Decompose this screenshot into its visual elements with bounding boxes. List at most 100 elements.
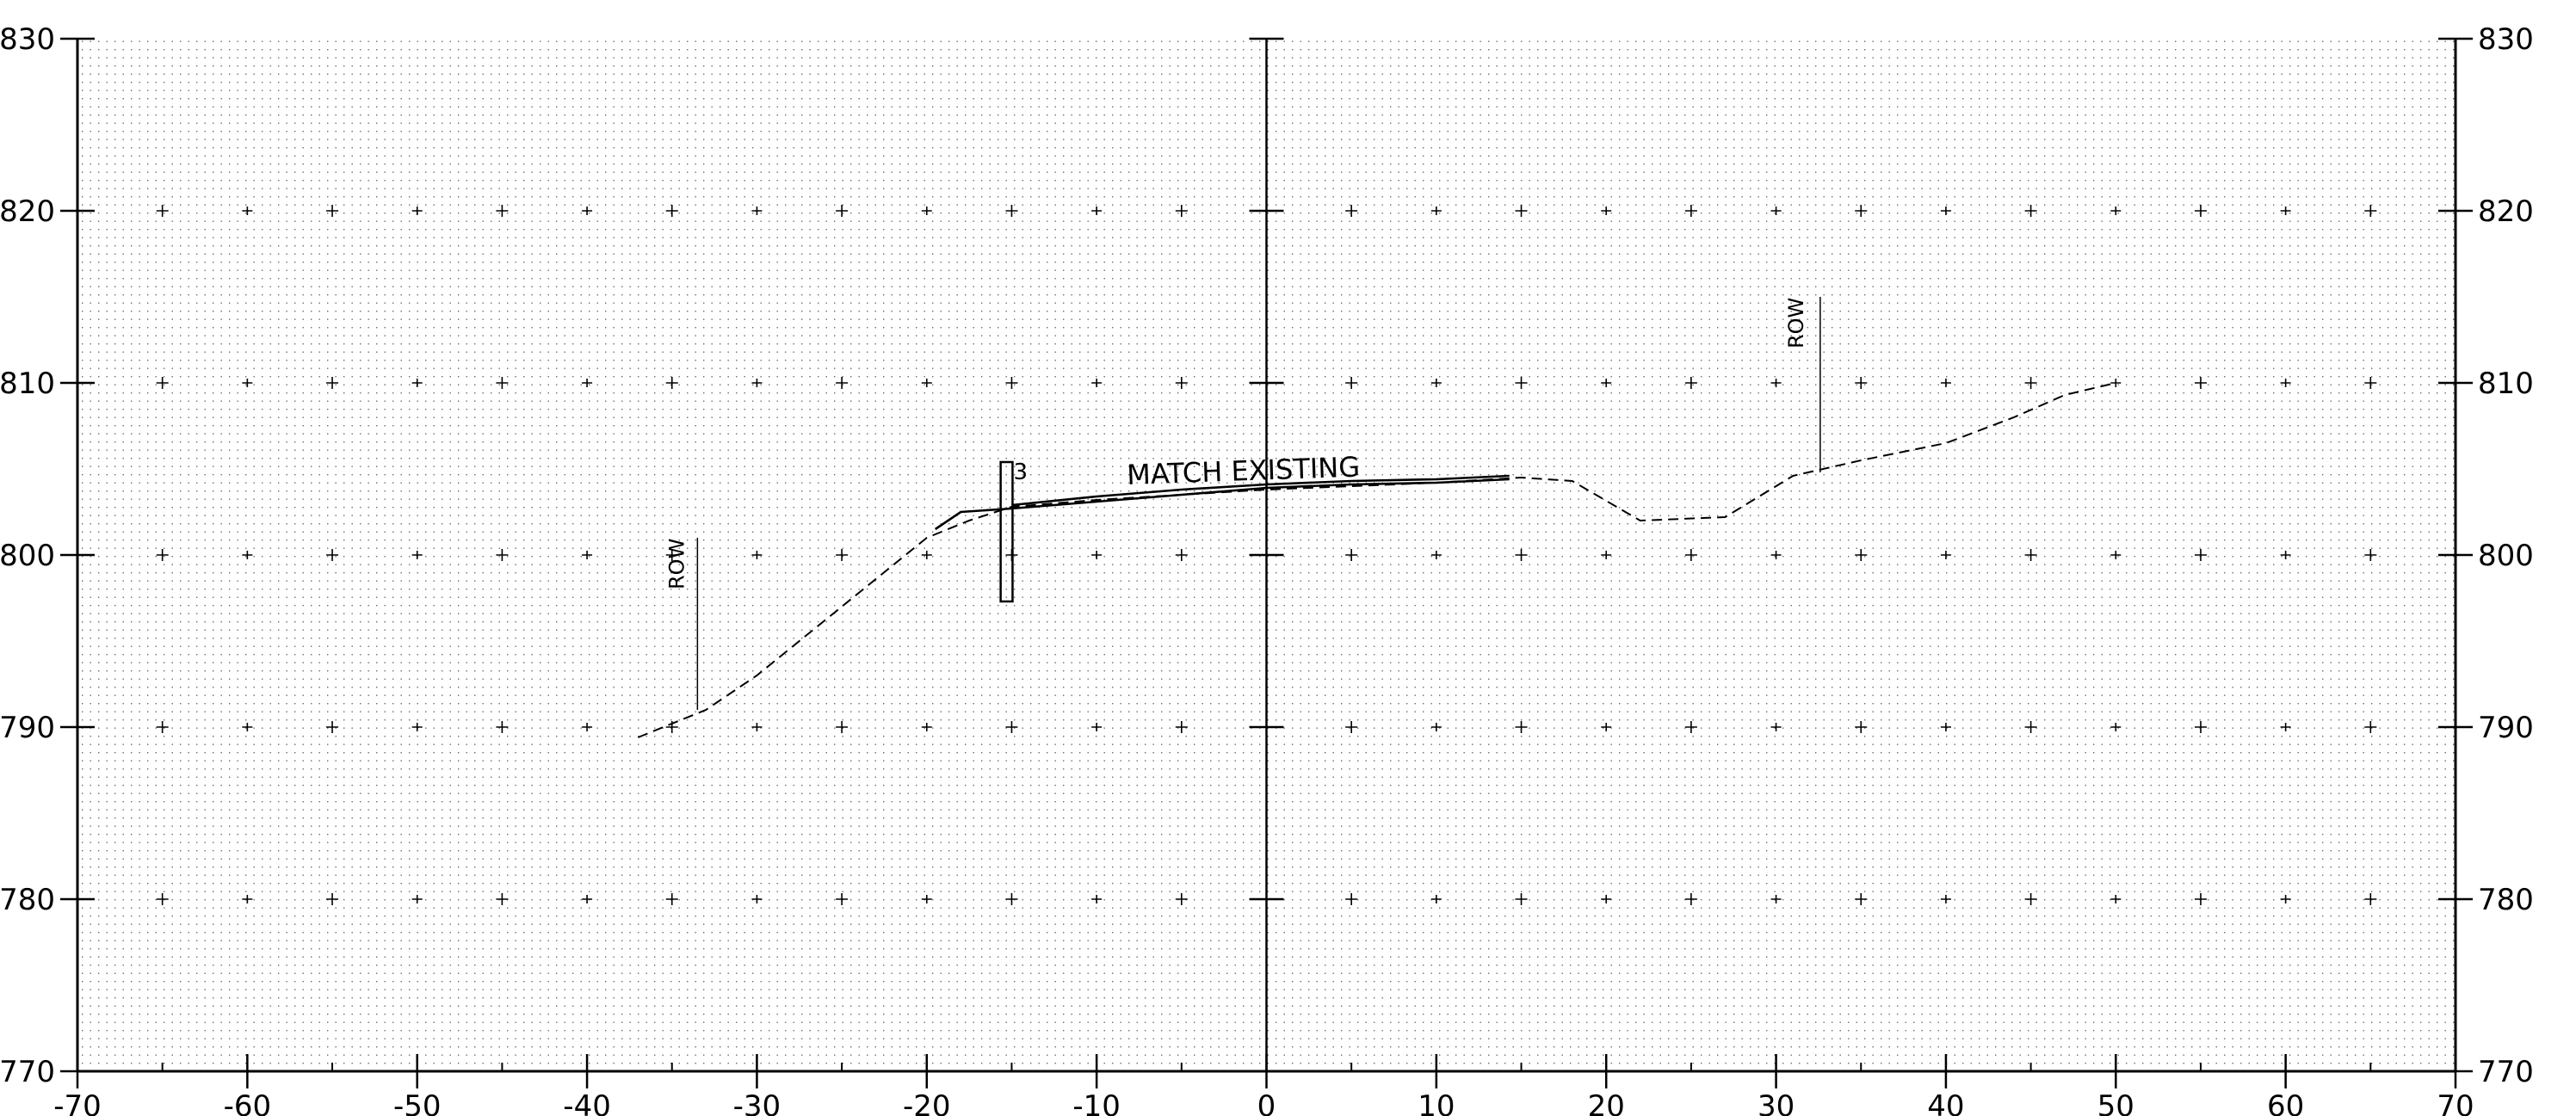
grid-cross <box>582 207 593 215</box>
grid-cross <box>582 379 593 387</box>
x-tick-label: 60 <box>2267 1089 2304 1116</box>
x-tick-label: 10 <box>1418 1089 1455 1116</box>
row-label: ROW <box>665 539 689 589</box>
y-tick-label-left: 810 <box>0 367 55 401</box>
grid-cross <box>1684 721 1697 733</box>
grid-cross <box>1684 205 1697 217</box>
grid-cross <box>1515 893 1528 905</box>
grid-cross <box>411 723 423 731</box>
grid-cross <box>1430 207 1442 215</box>
grid-cross <box>2024 893 2037 905</box>
grid-cross <box>156 893 169 905</box>
grid-cross <box>326 205 339 217</box>
grid-cross <box>1940 551 1951 559</box>
grid-cross <box>921 723 932 731</box>
x-tick-label: -60 <box>224 1089 272 1116</box>
grid-cross <box>2024 205 2037 217</box>
grid-cross <box>665 205 678 217</box>
grid-cross <box>1345 205 1358 217</box>
grid-cross <box>2280 207 2291 215</box>
grid-cross <box>2024 721 2037 733</box>
grid-cross <box>1940 723 1951 731</box>
x-tick-label: -30 <box>733 1089 781 1116</box>
x-tick-label: 20 <box>1588 1089 1625 1116</box>
grid-cross <box>2280 379 2291 387</box>
grid-cross <box>1855 549 1868 561</box>
grid-cross <box>2194 205 2207 217</box>
y-tick-label-right: 790 <box>2478 711 2534 745</box>
grid-cross <box>1601 895 1612 903</box>
grid-cross <box>2194 377 2207 389</box>
grid-cross <box>1345 721 1358 733</box>
grid-cross <box>1091 379 1103 387</box>
grid-cross <box>582 551 593 559</box>
grid-cross <box>1345 893 1358 905</box>
grid-cross <box>921 551 932 559</box>
grid-cross <box>242 551 253 559</box>
grid-cross <box>2110 207 2122 215</box>
grid-cross <box>1770 207 1782 215</box>
grid-cross <box>751 551 763 559</box>
grid-cross <box>1430 379 1442 387</box>
x-tick-label: 30 <box>1757 1089 1795 1116</box>
grid-cross <box>242 723 253 731</box>
grid-cross <box>2194 549 2207 561</box>
y-tick-label-left: 800 <box>0 539 55 573</box>
grid-cross <box>411 895 423 903</box>
grid-cross <box>496 377 509 389</box>
grid-cross <box>326 377 339 389</box>
grid-cross <box>1091 895 1103 903</box>
grid-cross <box>1855 205 1868 217</box>
y-tick-label-right: 770 <box>2478 1055 2534 1089</box>
x-tick-label: 0 <box>1257 1089 1276 1116</box>
grid-cross <box>2280 723 2291 731</box>
grid-cross <box>156 377 169 389</box>
grid-cross <box>2110 551 2122 559</box>
grid-cross <box>751 207 763 215</box>
y-tick-label-left: 790 <box>0 711 55 745</box>
grid-cross <box>2110 723 2122 731</box>
grid-cross <box>1430 895 1442 903</box>
grid-cross <box>1175 549 1188 561</box>
y-tick-label-left: 820 <box>0 194 55 229</box>
grid-cross <box>1601 551 1612 559</box>
grid-cross <box>921 207 932 215</box>
x-tick-label: -20 <box>903 1089 951 1116</box>
grid-cross <box>1601 723 1612 731</box>
grid-cross <box>1770 379 1782 387</box>
grid-cross <box>496 549 509 561</box>
marker-rectangle <box>999 460 1014 603</box>
axes <box>60 37 2473 1088</box>
grid-cross <box>242 379 253 387</box>
grid-cross <box>1770 551 1782 559</box>
y-tick-label-left: 830 <box>0 22 55 57</box>
grid-cross <box>411 379 423 387</box>
grid-cross <box>156 205 169 217</box>
grid-cross <box>242 895 253 903</box>
grid-cross <box>1175 377 1188 389</box>
proposed-grade-line <box>1011 474 1510 507</box>
grid-cross <box>751 895 763 903</box>
series <box>637 382 2116 738</box>
grid-cross <box>1005 721 1018 733</box>
grid-cross <box>326 893 339 905</box>
grid-cross <box>2364 205 2377 217</box>
grid-cross <box>1515 377 1528 389</box>
x-tick-label: 40 <box>1927 1089 1964 1116</box>
grid-cross <box>1684 893 1697 905</box>
grid-cross <box>2024 549 2037 561</box>
grid-cross <box>2194 721 2207 733</box>
grid-cross <box>665 549 678 561</box>
grid-cross <box>582 895 593 903</box>
grid-cross <box>2364 721 2377 733</box>
grid-cross <box>1770 723 1782 731</box>
grid-cross <box>665 377 678 389</box>
grid-cross <box>1430 551 1442 559</box>
grid-cross <box>582 723 593 731</box>
grid-cross <box>751 379 763 387</box>
grid-cross <box>1855 721 1868 733</box>
y-tick-label-left: 770 <box>0 1055 55 1089</box>
grid-cross <box>1175 893 1188 905</box>
grid-cross <box>1684 549 1697 561</box>
grid-cross <box>2194 893 2207 905</box>
